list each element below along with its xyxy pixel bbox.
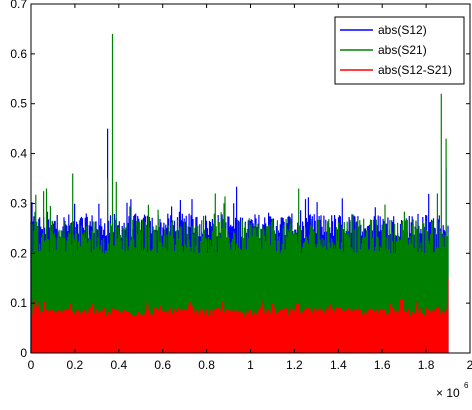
x-tick-label: 1.6 [374,358,391,372]
x-tick-label: 1.8 [418,358,435,372]
y-tick-label: 0.6 [10,47,27,61]
x-tick-label: 0.4 [110,358,127,372]
x-exponent-power: 6 [464,381,469,390]
legend-label: abs(S21) [378,43,427,57]
x-tick-label: 1.2 [286,358,303,372]
x-tick-label: 0.2 [67,358,84,372]
x-tick-label: 0 [28,358,35,372]
series-abs-s12-s21-area [30,278,449,354]
x-tick-label: 0.8 [198,358,215,372]
y-tick-label: 0.3 [10,196,27,210]
y-tick-label: 0.4 [10,147,27,161]
y-tick-label: 0.7 [10,0,27,11]
x-tick-label: 2 [467,358,472,372]
y-tick-label: 0.5 [10,97,27,111]
y-tick-label: 0.2 [10,246,27,260]
legend-label: abs(S12) [378,23,427,37]
x-tick-label: 1.4 [330,358,347,372]
x-tick-label: 0.6 [154,358,171,372]
y-tick-label: 0.1 [10,296,27,310]
y-tick-label: 0 [20,346,27,360]
x-exponent-label: × 10 [436,386,460,400]
x-tick-label: 1 [247,358,254,372]
legend-label: abs(S12-S21) [378,63,452,77]
